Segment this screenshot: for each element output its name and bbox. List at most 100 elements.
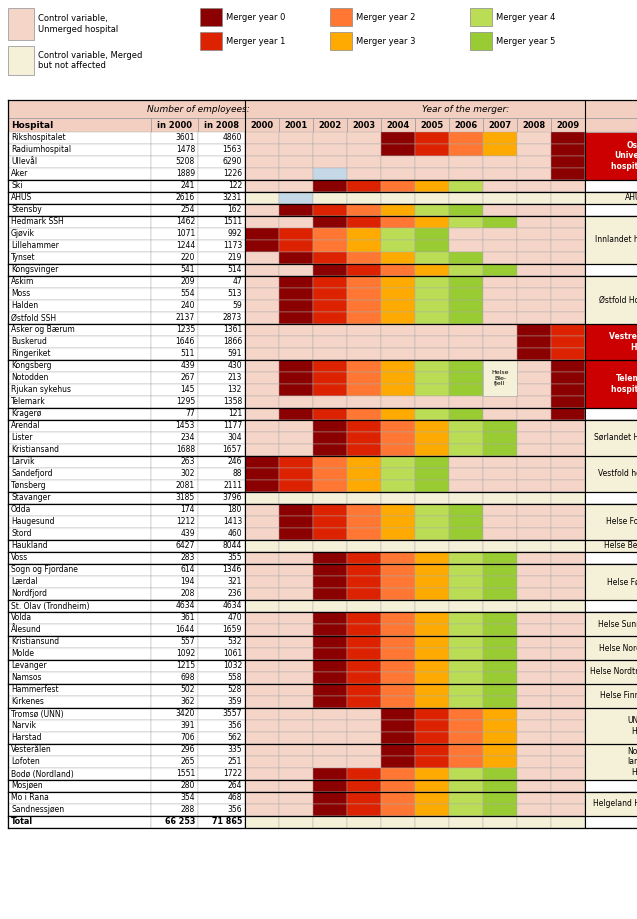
Bar [347,552,381,564]
Bar [381,372,415,384]
Bar [245,780,279,792]
Text: 88: 88 [233,470,242,479]
Bar [585,276,637,288]
Bar [585,480,637,492]
Bar [279,444,313,456]
Bar [245,204,279,216]
Bar [8,492,151,504]
Bar [347,792,381,804]
Bar [347,444,381,456]
Bar [551,636,585,648]
Bar [449,492,483,504]
Bar [381,264,415,276]
Bar [585,576,637,588]
Text: 121: 121 [228,410,242,418]
Text: 241: 241 [181,181,195,190]
Text: Notodden: Notodden [11,373,48,382]
Bar [279,588,313,600]
Bar [313,348,347,360]
Bar [517,720,551,732]
Bar [198,132,245,144]
Bar [483,264,517,276]
Bar [483,276,517,288]
Bar [279,144,313,156]
Bar [483,816,517,828]
Bar [585,288,637,300]
Bar [585,636,637,660]
Bar [517,156,551,168]
Bar [585,564,637,576]
Bar [198,216,245,228]
Text: 541: 541 [180,266,195,275]
Bar [151,240,198,252]
Bar [245,732,279,744]
Bar [198,780,245,792]
Bar [330,8,352,26]
Bar [517,432,551,444]
Bar [483,516,517,528]
Bar [198,180,245,192]
Bar [585,660,637,672]
Bar [551,408,585,420]
Bar [151,612,198,624]
Bar [279,168,313,180]
Bar [449,372,483,384]
Bar [551,192,585,204]
Bar [585,336,637,348]
Bar [279,672,313,684]
Bar [245,348,279,360]
Bar [279,816,313,828]
Bar [347,324,381,336]
Bar [483,612,517,624]
Bar [449,780,483,792]
Bar [551,588,585,600]
Bar [483,672,517,684]
Bar [313,288,347,300]
Bar [8,264,151,276]
Bar [347,180,381,192]
Bar [483,480,517,492]
Bar [381,240,415,252]
Bar [279,504,313,516]
Text: 209: 209 [180,278,195,287]
Bar [517,576,551,588]
Text: Hammerfest: Hammerfest [11,686,59,695]
Bar [279,240,313,252]
Bar [381,684,415,696]
Bar [279,192,313,204]
Bar [198,408,245,420]
Bar [585,168,637,180]
Bar [381,204,415,216]
Bar [517,168,551,180]
Bar [151,576,198,588]
Bar [347,144,381,156]
Bar [198,696,245,708]
Bar [313,372,347,384]
Bar [198,552,245,564]
Bar [381,516,415,528]
Bar [381,276,415,288]
Bar [415,492,449,504]
Text: Kragerø: Kragerø [11,410,41,418]
Bar [415,252,449,264]
Bar [551,564,585,576]
Bar [245,792,279,804]
Bar [279,732,313,744]
Bar [415,384,449,396]
Bar [551,336,585,348]
Bar [483,708,517,720]
Bar [279,720,313,732]
Text: 2616: 2616 [176,194,195,202]
Bar [347,408,381,420]
Text: 439: 439 [180,361,195,370]
Text: Larvik: Larvik [11,458,34,467]
Bar [483,240,517,252]
Bar [415,480,449,492]
Bar [151,432,198,444]
Text: Vesterålen: Vesterålen [11,745,52,754]
Bar [8,348,151,360]
Bar [8,192,151,204]
Text: 1563: 1563 [222,145,242,154]
Bar [551,276,585,288]
Bar [151,684,198,696]
